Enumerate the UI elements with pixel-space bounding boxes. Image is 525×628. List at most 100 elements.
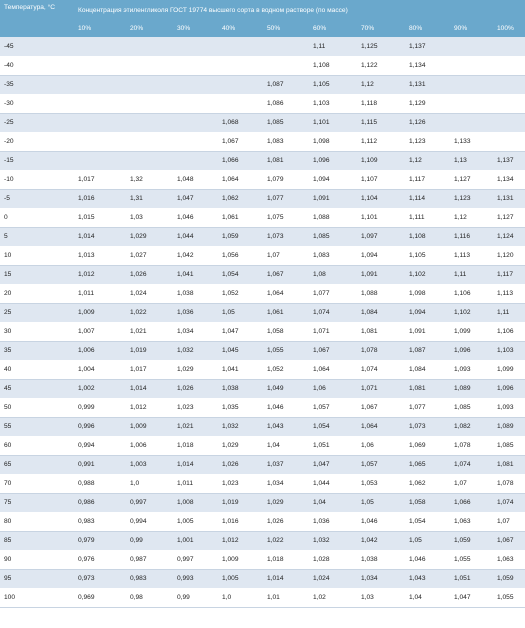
column-header: 100% xyxy=(493,20,525,37)
density-cell xyxy=(126,37,173,57)
density-cell: 1,005 xyxy=(173,512,218,532)
density-cell: 0,979 xyxy=(74,531,126,551)
density-cell: 1,12 xyxy=(405,151,450,171)
density-cell: 1,116 xyxy=(450,227,493,247)
density-cell: 1,098 xyxy=(309,132,357,152)
density-cell: 1,038 xyxy=(357,550,405,570)
density-cell: 1,077 xyxy=(263,189,309,209)
density-cell: 1,06 xyxy=(357,436,405,456)
temperature-cell: 85 xyxy=(0,531,74,551)
density-cell: 1,001 xyxy=(173,531,218,551)
density-cell: 1,043 xyxy=(263,417,309,437)
density-cell xyxy=(218,75,263,95)
temperature-cell: 35 xyxy=(0,341,74,361)
density-cell: 1,126 xyxy=(405,113,450,133)
density-cell: 1,088 xyxy=(309,208,357,228)
density-cell: 1,042 xyxy=(357,531,405,551)
density-cell: 1,014 xyxy=(173,455,218,475)
density-cell xyxy=(74,94,126,114)
density-cell: 1,101 xyxy=(357,208,405,228)
density-cell xyxy=(74,56,126,76)
density-cell: 1,083 xyxy=(263,132,309,152)
density-cell: 1,124 xyxy=(493,227,525,247)
density-cell: 1,117 xyxy=(405,170,450,190)
density-cell: 1,077 xyxy=(309,284,357,304)
density-cell: 1,03 xyxy=(357,588,405,608)
density-cell: 1,102 xyxy=(405,265,450,285)
temperature-cell: 65 xyxy=(0,455,74,475)
density-cell: 1,052 xyxy=(218,284,263,304)
density-cell xyxy=(218,37,263,57)
density-cell: 1,011 xyxy=(173,474,218,494)
density-cell: 1,02 xyxy=(309,588,357,608)
density-cell: 1,046 xyxy=(405,550,450,570)
column-header: 50% xyxy=(263,20,309,37)
density-cell xyxy=(126,56,173,76)
table-row: 80 0,983 0,994 1,005 1,016 1,026 1,036 1,046 1,0… xyxy=(0,512,525,532)
density-cell: 1,091 xyxy=(309,189,357,209)
column-header: 40% xyxy=(218,20,263,37)
density-cell xyxy=(126,151,173,171)
density-cell: 1,026 xyxy=(263,512,309,532)
density-cell: 1,074 xyxy=(493,493,525,513)
density-cell: 1,036 xyxy=(173,303,218,323)
density-cell: 1,052 xyxy=(263,360,309,380)
density-cell: 1,104 xyxy=(357,189,405,209)
table-row: 90 0,976 0,987 0,997 1,009 1,018 1,028 1,038 1,0… xyxy=(0,550,525,570)
density-cell: 1,067 xyxy=(218,132,263,152)
density-cell: 1,074 xyxy=(357,360,405,380)
density-cell: 1,07 xyxy=(263,246,309,266)
density-cell: 1,047 xyxy=(450,588,493,608)
density-cell xyxy=(74,151,126,171)
density-cell: 1,012 xyxy=(74,265,126,285)
density-cell: 1,094 xyxy=(309,170,357,190)
density-cell: 1,31 xyxy=(126,189,173,209)
density-cell: 1,093 xyxy=(493,398,525,418)
density-cell: 1,008 xyxy=(173,493,218,513)
density-cell xyxy=(218,94,263,114)
density-cell: 1,032 xyxy=(309,531,357,551)
column-header: 30% xyxy=(173,20,218,37)
density-cell: 1,026 xyxy=(173,379,218,399)
density-cell xyxy=(493,113,525,133)
density-cell: 1,089 xyxy=(493,417,525,437)
density-cell: 0,997 xyxy=(173,550,218,570)
temperature-cell: -35 xyxy=(0,75,74,95)
density-cell: 1,078 xyxy=(450,436,493,456)
density-cell: 1,085 xyxy=(309,227,357,247)
density-cell: 1,016 xyxy=(74,189,126,209)
density-cell: 0,994 xyxy=(74,436,126,456)
density-cell: 1,04 xyxy=(263,436,309,456)
density-cell: 1,07 xyxy=(493,512,525,532)
density-cell: 1,013 xyxy=(74,246,126,266)
temperature-cell: 90 xyxy=(0,550,74,570)
density-cell: 0,993 xyxy=(173,569,218,589)
density-cell: 1,107 xyxy=(357,170,405,190)
density-cell xyxy=(74,75,126,95)
density-cell: 1,111 xyxy=(405,208,450,228)
density-cell: 1,32 xyxy=(126,170,173,190)
temperature-cell: 45 xyxy=(0,379,74,399)
density-cell: 1,134 xyxy=(405,56,450,76)
density-cell: 1,078 xyxy=(357,341,405,361)
temperature-cell: -5 xyxy=(0,189,74,209)
density-cell: 0,983 xyxy=(74,512,126,532)
density-cell: 1,0 xyxy=(218,588,263,608)
density-cell xyxy=(493,37,525,57)
density-cell: 1,120 xyxy=(493,246,525,266)
density-cell xyxy=(173,37,218,57)
density-cell: 1,125 xyxy=(357,37,405,57)
density-cell: 1,106 xyxy=(450,284,493,304)
density-cell: 0,973 xyxy=(74,569,126,589)
density-cell: 1,062 xyxy=(218,189,263,209)
density-cell: 1,021 xyxy=(173,417,218,437)
density-cell: 1,05 xyxy=(218,303,263,323)
temperature-header: Температура, °C xyxy=(0,0,74,37)
density-cell: 1,137 xyxy=(493,151,525,171)
density-cell: 1,029 xyxy=(218,436,263,456)
density-cell: 0,987 xyxy=(126,550,173,570)
density-cell: 1,091 xyxy=(357,265,405,285)
density-cell: 1,087 xyxy=(405,341,450,361)
density-cell: 1,108 xyxy=(309,56,357,76)
concentration-header: Концентрация этиленгликоля ГОСТ 19774 вы… xyxy=(74,0,525,20)
